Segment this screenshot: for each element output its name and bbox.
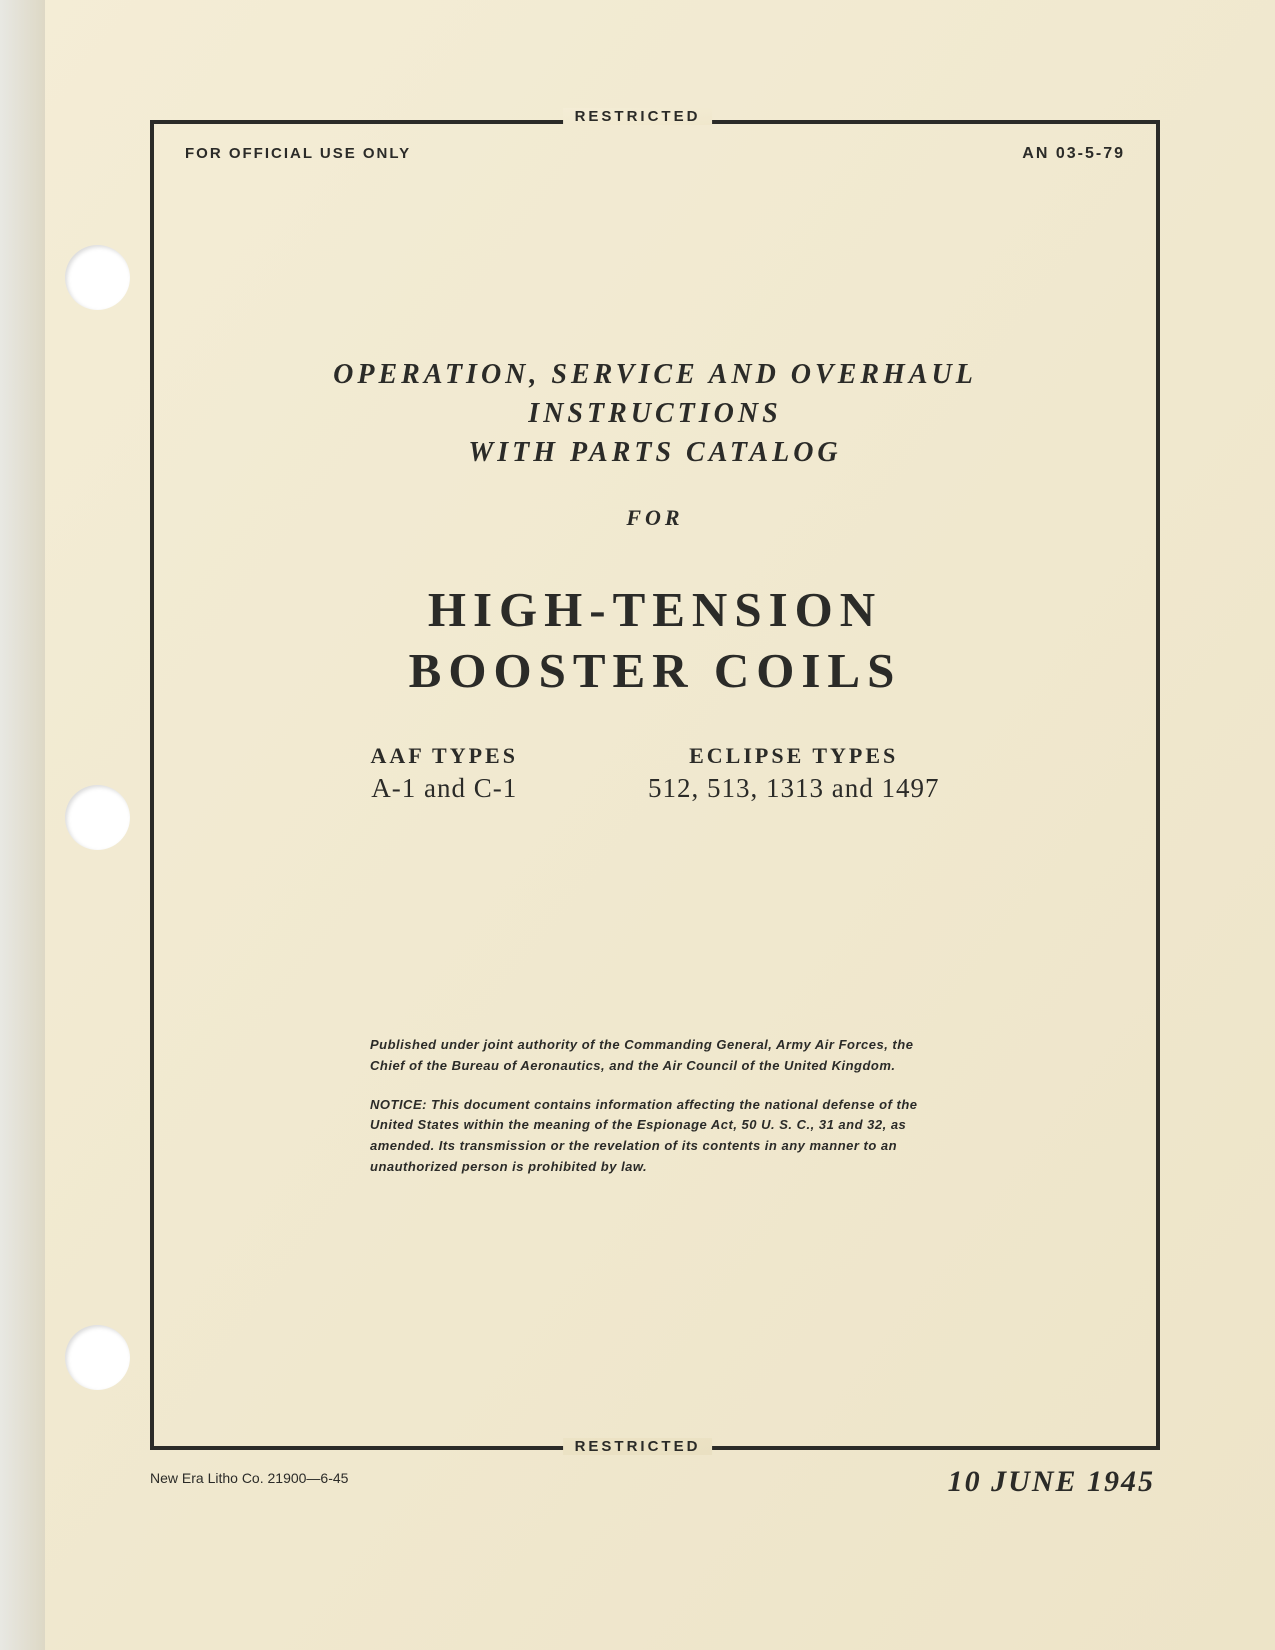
types-row: AAF TYPES A-1 and C-1 ECLIPSE TYPES 512,… <box>150 743 1160 804</box>
security-notice: NOTICE: This document contains informati… <box>370 1095 950 1178</box>
document-number: AN 03-5-79 <box>1022 145 1125 163</box>
main-title-line-1: HIGH-TENSION <box>150 579 1160 640</box>
classification-bottom: RESTRICTED <box>563 1438 713 1455</box>
eclipse-types-column: ECLIPSE TYPES 512, 513, 1313 and 1497 <box>648 743 939 804</box>
authority-notice: Published under joint authority of the C… <box>370 1035 950 1077</box>
main-title: HIGH-TENSION BOOSTER COILS <box>150 579 1160 702</box>
header-usage-label: FOR OFFICIAL USE ONLY <box>185 145 411 162</box>
aaf-types-values: A-1 and C-1 <box>371 773 518 804</box>
classification-top: RESTRICTED <box>563 108 713 125</box>
printer-info: New Era Litho Co. 21900—6-45 <box>150 1470 348 1486</box>
publication-date: 10 JUNE 1945 <box>948 1465 1155 1499</box>
subtitle-line-1: OPERATION, SERVICE AND OVERHAUL <box>150 355 1160 394</box>
eclipse-types-label: ECLIPSE TYPES <box>648 743 939 769</box>
eclipse-types-values: 512, 513, 1313 and 1497 <box>648 773 939 804</box>
binder-hole <box>65 1325 130 1390</box>
for-label: FOR <box>150 505 1160 531</box>
document-page: RESTRICTED RESTRICTED FOR OFFICIAL USE O… <box>0 0 1275 1650</box>
title-block: OPERATION, SERVICE AND OVERHAUL INSTRUCT… <box>150 355 1160 804</box>
aaf-types-column: AAF TYPES A-1 and C-1 <box>371 743 518 804</box>
notice-block: Published under joint authority of the C… <box>370 1035 950 1196</box>
main-title-line-2: BOOSTER COILS <box>150 640 1160 701</box>
subtitle-line-2: INSTRUCTIONS <box>150 394 1160 433</box>
binder-hole <box>65 245 130 310</box>
binder-hole <box>65 785 130 850</box>
aaf-types-label: AAF TYPES <box>371 743 518 769</box>
subtitle-line-3: WITH PARTS CATALOG <box>150 433 1160 472</box>
